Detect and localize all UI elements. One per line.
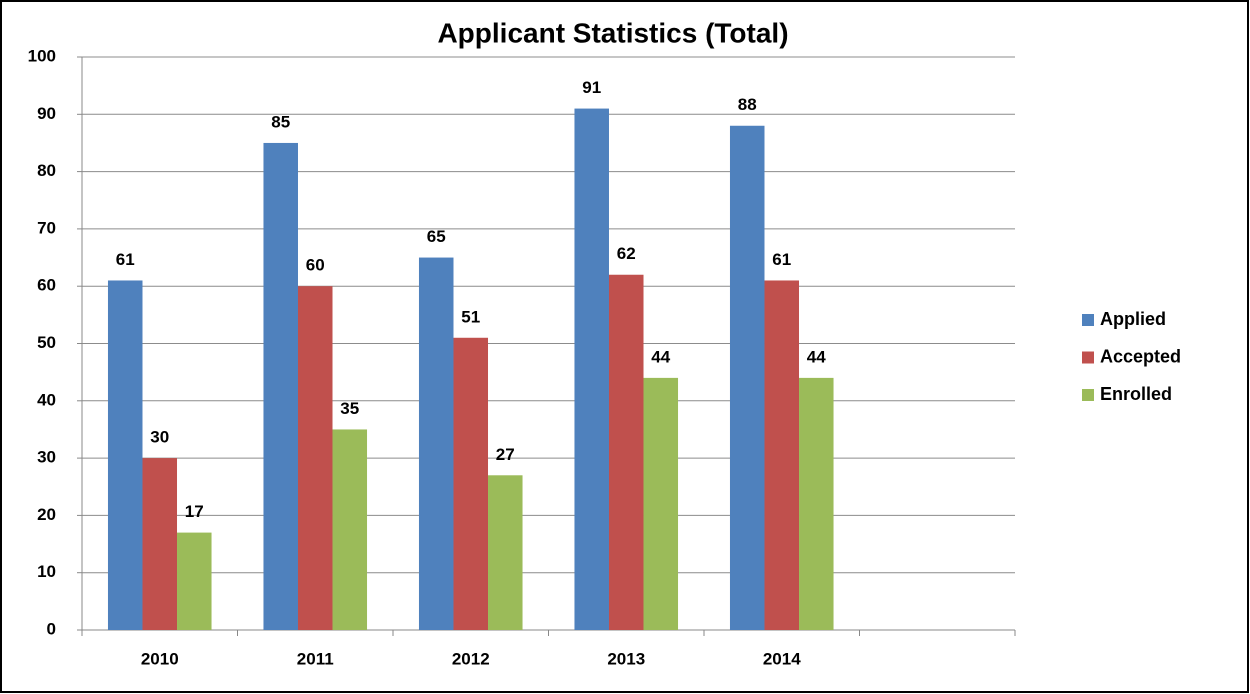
x-tick-label: 2010	[141, 649, 179, 668]
y-tick-label: 30	[37, 448, 56, 467]
x-tick-label: 2014	[763, 649, 801, 668]
data-label: 62	[617, 244, 636, 263]
legend-label: Accepted	[1100, 346, 1181, 366]
y-tick-label: 80	[37, 161, 56, 180]
bar	[729, 125, 765, 630]
data-label: 27	[496, 445, 515, 464]
x-tick-label: 2012	[452, 649, 490, 668]
data-label: 51	[461, 307, 480, 326]
y-tick-label: 60	[37, 276, 56, 295]
bar	[453, 337, 489, 630]
legend-swatch	[1082, 389, 1094, 401]
data-label: 30	[150, 428, 169, 447]
bar	[107, 280, 143, 630]
data-label: 65	[427, 227, 446, 246]
y-tick-label: 10	[37, 562, 56, 581]
bar	[263, 142, 298, 630]
y-tick-label: 100	[28, 46, 56, 65]
bar	[574, 108, 609, 630]
bar	[488, 475, 523, 630]
data-label: 60	[306, 256, 325, 275]
data-label: 88	[738, 95, 757, 114]
legend-swatch	[1082, 314, 1094, 326]
legend-label: Applied	[1100, 309, 1166, 329]
bar	[332, 429, 368, 630]
data-label: 61	[116, 250, 135, 269]
y-tick-label: 40	[37, 390, 56, 409]
y-tick-label: 90	[37, 104, 56, 123]
x-tick-label: 2013	[607, 649, 645, 668]
data-label: 91	[582, 78, 601, 97]
legend-label: Enrolled	[1100, 384, 1172, 404]
data-label: 61	[772, 250, 791, 269]
bar	[418, 257, 454, 630]
bar	[177, 532, 212, 630]
y-tick-label: 70	[37, 218, 56, 237]
data-label: 44	[651, 347, 670, 366]
data-label: 85	[271, 112, 290, 131]
data-label: 17	[185, 502, 204, 521]
y-tick-label: 50	[37, 333, 56, 352]
legend-swatch	[1082, 351, 1094, 364]
bar	[764, 280, 800, 630]
bar	[608, 274, 644, 630]
bar	[142, 458, 178, 630]
chart-title: Applicant Statistics (Total)	[437, 17, 788, 48]
y-tick-label: 20	[37, 505, 56, 524]
data-label: 35	[340, 399, 359, 418]
bar	[297, 286, 333, 630]
x-tick-label: 2011	[297, 649, 334, 668]
y-tick-label: 0	[47, 619, 56, 638]
bar	[643, 377, 679, 630]
bar	[799, 377, 834, 630]
data-label: 44	[807, 347, 826, 366]
